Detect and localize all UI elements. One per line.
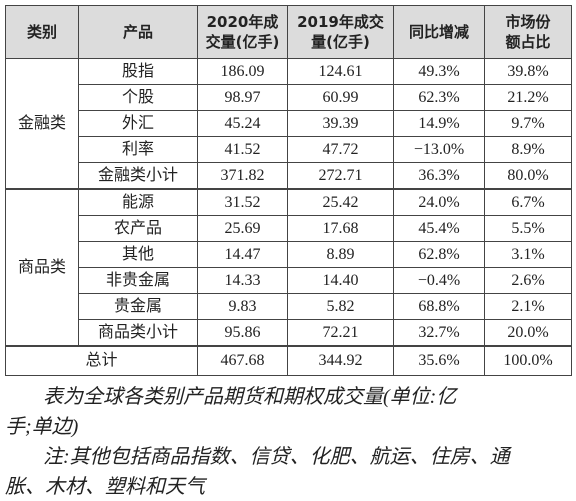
cell: 45.24 <box>197 110 288 137</box>
cell: 8.9% <box>484 136 572 163</box>
header-row: 类别 产品 2020年成 交量(亿手) 2019年成交 量(亿手) 同比增减 市场份 额占比 <box>5 5 572 59</box>
cell: 8.89 <box>287 241 394 268</box>
cell: 金融类小计 <box>78 162 198 190</box>
cell: 31.52 <box>197 188 288 216</box>
cell: 62.8% <box>393 241 485 268</box>
header-line: 同比增减 <box>408 23 469 41</box>
cell: 14.40 <box>287 267 394 294</box>
cell: 商品类小计 <box>78 319 198 347</box>
cell: 186.09 <box>197 58 288 85</box>
table-row: 金融类小计 371.82 272.71 36.3% 80.0% <box>6 162 572 190</box>
cell: 9.7% <box>484 110 572 137</box>
header-line: 2019年成交 <box>297 13 384 31</box>
cell: 32.7% <box>393 319 485 347</box>
cell: 344.92 <box>287 345 394 376</box>
cell: 467.68 <box>197 345 288 376</box>
cell: 272.71 <box>287 162 394 190</box>
cell: 17.68 <box>287 215 394 242</box>
cell: 其他 <box>78 241 198 268</box>
table-row: 商品类 能源 31.52 25.42 24.0% 6.7% <box>5 188 572 347</box>
header-line: 额占比 <box>505 33 551 51</box>
cell: 5.5% <box>484 215 572 242</box>
cell: 124.61 <box>287 58 394 85</box>
header-line: 交量(亿手) <box>205 33 280 51</box>
cell: 72.21 <box>287 319 394 347</box>
cell: 100.0% <box>484 345 572 376</box>
caption-line: 表为全球各类别产品期货和期权成交量(单位:亿 <box>43 386 457 408</box>
header-cell: 产品 <box>78 5 198 59</box>
cell: 贵金属 <box>78 293 198 320</box>
header-cell: 2019年成交 量(亿手) <box>287 5 394 59</box>
cell: −0.4% <box>393 267 485 294</box>
total-row: 总计 467.68 344.92 35.6% 100.0% <box>5 345 572 376</box>
caption-line: 手;单边) <box>5 416 79 438</box>
header-line: 2020年成 <box>206 13 279 31</box>
table-row: 个股 98.97 60.99 62.3% 21.2% <box>6 84 572 111</box>
cell: 21.2% <box>484 84 572 111</box>
table-row: 贵金属 9.83 5.82 68.8% 2.1% <box>6 293 572 320</box>
header-line: 类别 <box>26 23 57 41</box>
cell: 39.39 <box>287 110 394 137</box>
cell: 总计 <box>5 345 198 376</box>
group-cell: 商品类 <box>5 188 79 347</box>
cell: 24.0% <box>393 188 485 216</box>
cell: 80.0% <box>484 162 572 190</box>
cell: 39.8% <box>484 58 572 85</box>
cell: 外汇 <box>78 110 198 137</box>
table-row: 利率 41.52 47.72 −13.0% 8.9% <box>6 136 572 163</box>
cell: 14.47 <box>197 241 288 268</box>
header-cell: 类别 <box>5 5 79 59</box>
header-cell: 市场份 额占比 <box>484 5 572 59</box>
header-line: 量(亿手) <box>311 33 370 51</box>
cell: 2.1% <box>484 293 572 320</box>
cell: 45.4% <box>393 215 485 242</box>
table-row: 非贵金属 14.33 14.40 −0.4% 2.6% <box>6 267 572 294</box>
table-row: 其他 14.47 8.89 62.8% 3.1% <box>6 241 572 268</box>
cell: 14.9% <box>393 110 485 137</box>
cell: 14.33 <box>197 267 288 294</box>
cell: 95.86 <box>197 319 288 347</box>
cell: 49.3% <box>393 58 485 85</box>
cell: 36.3% <box>393 162 485 190</box>
cell: 5.82 <box>287 293 394 320</box>
cell: 25.42 <box>287 188 394 216</box>
table-row: 商品类小计 95.86 72.21 32.7% 20.0% <box>6 319 572 347</box>
cell: 能源 <box>78 188 198 216</box>
cell: 2.6% <box>484 267 572 294</box>
table-row: 农产品 25.69 17.68 45.4% 5.5% <box>6 215 572 242</box>
cell: 非贵金属 <box>78 267 198 294</box>
group-cell: 金融类 <box>5 58 79 190</box>
cell: 25.69 <box>197 215 288 242</box>
cell: 41.52 <box>197 136 288 163</box>
caption-line: 胀、木材、塑料和天气 <box>5 476 205 498</box>
caption: 表为全球各类别产品期货和期权成交量(单位:亿手;单边) 注:其他包括商品指数、信贷… <box>5 382 571 501</box>
header-line: 产品 <box>122 23 153 41</box>
cell: 62.3% <box>393 84 485 111</box>
header-cell: 2020年成 交量(亿手) <box>197 5 288 59</box>
cell: 9.83 <box>197 293 288 320</box>
cell: 3.1% <box>484 241 572 268</box>
cell: −13.0% <box>393 136 485 163</box>
cell: 68.8% <box>393 293 485 320</box>
cell: 47.72 <box>287 136 394 163</box>
data-table: 类别 产品 2020年成 交量(亿手) 2019年成交 量(亿手) 同比增减 市场份 额占比 金… <box>5 5 572 376</box>
cell: 20.0% <box>484 319 572 347</box>
table-row: 金融类 股指 186.09 124.61 49.3% 39.8% <box>5 58 572 190</box>
cell: 个股 <box>78 84 198 111</box>
cell: 35.6% <box>393 345 485 376</box>
cell: 利率 <box>78 136 198 163</box>
cell: 股指 <box>78 58 198 85</box>
cell: 农产品 <box>78 215 198 242</box>
header-cell: 同比增减 <box>393 5 485 59</box>
cell: 98.97 <box>197 84 288 111</box>
cell: 6.7% <box>484 188 572 216</box>
caption-line: 注:其他包括商品指数、信贷、化肥、航运、住房、通 <box>43 446 510 468</box>
table-row: 外汇 45.24 39.39 14.9% 9.7% <box>6 110 572 137</box>
cell: 371.82 <box>197 162 288 190</box>
cell: 60.99 <box>287 84 394 111</box>
table-body: 金融类 股指 186.09 124.61 49.3% 39.8% 个股 98.97 60.99 6… <box>5 58 572 376</box>
header-line: 市场份 <box>505 13 551 31</box>
